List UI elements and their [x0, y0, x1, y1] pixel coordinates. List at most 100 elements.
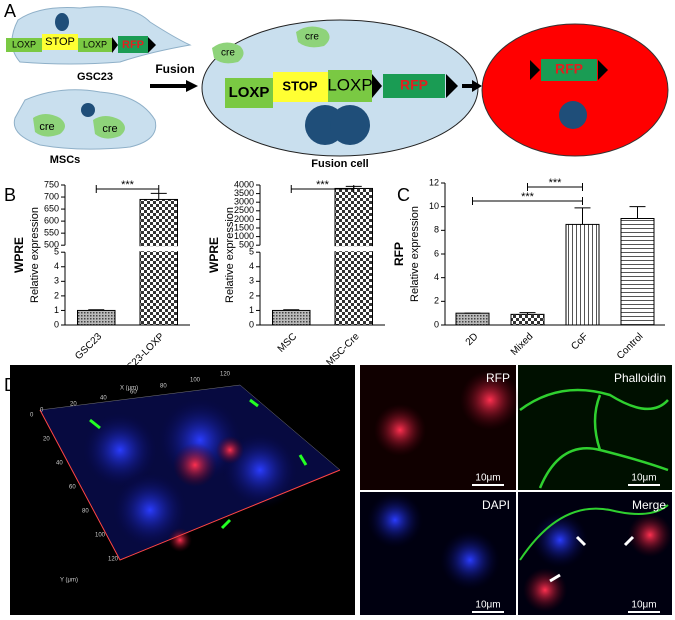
- cell-stain: [440, 530, 500, 590]
- arrow-head: [472, 80, 482, 92]
- y-tick-label: 4: [434, 272, 439, 282]
- arrow: [549, 535, 635, 583]
- construct-label: RFP: [122, 39, 144, 51]
- nucleus: [81, 103, 95, 117]
- volume-tick: 80: [82, 509, 89, 515]
- sig-label: ***: [316, 179, 330, 191]
- y-tick-label: 10: [429, 201, 439, 211]
- cre-label: cre: [305, 32, 319, 43]
- axis-title: Relative expression: [224, 207, 236, 303]
- construct-box: [273, 72, 328, 102]
- y-tick-label: 0: [249, 319, 254, 329]
- scale-label: 10μm: [631, 473, 656, 484]
- construct-label: RFP: [555, 61, 583, 77]
- y-tick-label: 2000: [234, 214, 254, 224]
- sig-bracket: [290, 185, 355, 193]
- cell-label: Fusion cell: [311, 158, 368, 170]
- y-tick-label: 4: [54, 261, 59, 271]
- y-tick-label: 2: [249, 290, 254, 300]
- construct-label: LOXP: [12, 39, 36, 49]
- y-tick-label: 1000: [234, 231, 254, 241]
- x-tick-label: 2D: [464, 331, 481, 348]
- construct-label: STOP: [45, 36, 75, 48]
- bar: [334, 187, 373, 326]
- scale-label: 10μm: [631, 600, 656, 611]
- cre-blob: [33, 114, 65, 137]
- panel-label: DAPI: [482, 498, 510, 512]
- cell-stain: [374, 404, 426, 456]
- axis-break: [59, 246, 190, 252]
- chart: WPRE Relative expression 0 1 2 3 4 550010001500…: [207, 179, 385, 368]
- y-tick-label: 1: [54, 305, 59, 315]
- cre-blob: [212, 42, 244, 64]
- construct-box: [328, 70, 372, 102]
- volume-tick: 60: [130, 390, 137, 396]
- cre-blob: [296, 26, 330, 48]
- bar: [77, 309, 116, 326]
- y-tick-label: 5: [249, 247, 254, 257]
- bar: [620, 218, 655, 326]
- y-tick-label: 5: [54, 247, 59, 257]
- construct-box: [42, 34, 78, 50]
- cre-label: cre: [102, 123, 117, 135]
- volume-tick: 0: [30, 413, 34, 419]
- arrow-head: [148, 37, 156, 53]
- volume-tick: 20: [70, 402, 77, 408]
- cell-stain: [523, 568, 567, 612]
- sig-label: ***: [521, 191, 535, 203]
- panel-label: C: [397, 185, 410, 205]
- y-tick-label: 1500: [234, 222, 254, 232]
- volume-tick: 0: [40, 408, 44, 414]
- error-bar: [519, 312, 536, 315]
- sig-bracket: [472, 197, 583, 205]
- gsc-cell: [11, 6, 192, 65]
- construct-box: [118, 36, 148, 53]
- x-tick-label: Control: [615, 331, 646, 362]
- x-tick-label: GSC23: [73, 331, 104, 362]
- y-tick-label: 4000: [234, 179, 254, 189]
- bar: [510, 313, 545, 326]
- y-tick-label: 2: [54, 290, 59, 300]
- sig-bracket: [95, 185, 160, 193]
- cre-label: cre: [221, 48, 235, 59]
- bar: [139, 198, 178, 326]
- volume-tick: 40: [56, 461, 63, 467]
- axis-title: X (μm): [120, 386, 138, 392]
- volume-tick: 20: [43, 437, 50, 443]
- volume-tick: 120: [108, 557, 119, 563]
- arrow-head: [112, 37, 118, 53]
- bar: [455, 312, 490, 326]
- volume-render: [39, 384, 341, 561]
- y-tick-label: 3500: [234, 188, 254, 198]
- y-tick-label: 500: [44, 240, 59, 250]
- arrow-head: [446, 74, 458, 98]
- y-tick-label: 500: [239, 240, 254, 250]
- panel-label: RFP: [486, 371, 510, 385]
- error-bar: [88, 309, 105, 311]
- actin: [519, 388, 669, 489]
- axis-title: Relative expression: [409, 206, 421, 302]
- error-bar: [629, 206, 646, 219]
- nucleus: [55, 13, 69, 31]
- y-tick-label: 550: [44, 228, 59, 238]
- y-tick-label: 2500: [234, 205, 254, 215]
- arrow-head: [598, 60, 608, 80]
- sig-label: ***: [121, 179, 135, 191]
- axis-title: Y (μm): [60, 578, 78, 584]
- panel-label: A: [4, 1, 16, 21]
- bar: [565, 223, 600, 326]
- cell-stain: [628, 513, 672, 557]
- cell-label: MSCs: [50, 154, 81, 166]
- y-tick-label: 2: [434, 296, 439, 306]
- y-tick-label: 12: [429, 177, 439, 187]
- y-tick-label: 8: [434, 225, 439, 235]
- y-tick-label: 0: [434, 319, 439, 329]
- cell-label: GSC23: [77, 71, 113, 83]
- axis-title: Relative expression: [29, 207, 41, 303]
- x-tick-label: Mixed: [509, 331, 536, 358]
- bar: [272, 309, 311, 326]
- cre-label: cre: [39, 121, 54, 133]
- scale-label: 10μm: [475, 473, 500, 484]
- arrow-head: [186, 80, 198, 92]
